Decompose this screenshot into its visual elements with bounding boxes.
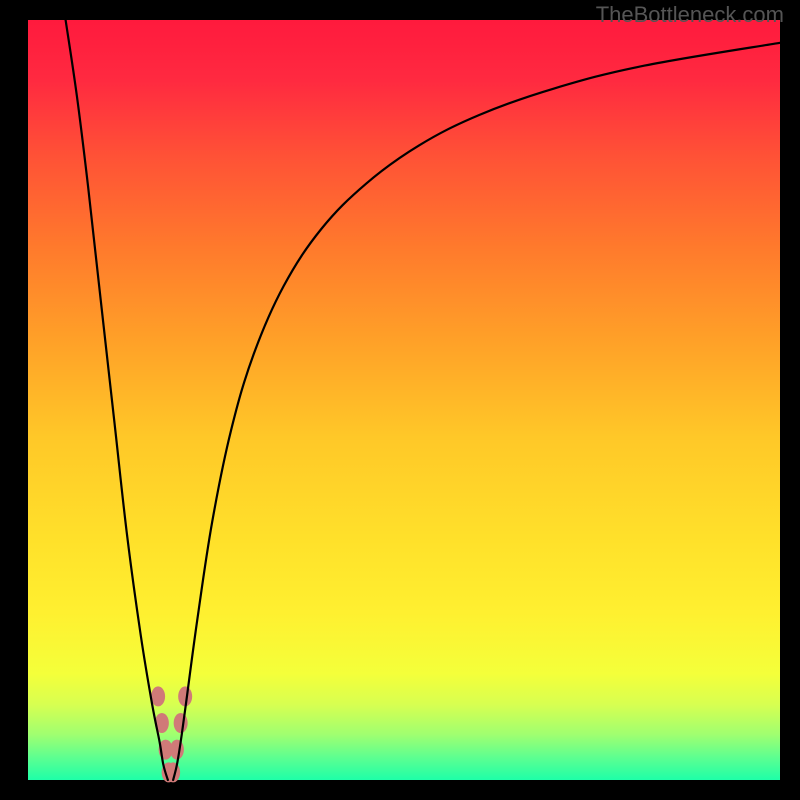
- curve-group: [66, 20, 780, 780]
- curve-layer: [28, 20, 780, 780]
- bottleneck-curve-segment: [66, 20, 168, 780]
- valley-marker: [170, 740, 184, 760]
- valley-marker: [151, 686, 165, 706]
- chart-container: TheBottleneck.com: [0, 0, 800, 800]
- watermark-label: TheBottleneck.com: [596, 2, 784, 28]
- valley-marker: [174, 713, 188, 733]
- bottleneck-curve-segment: [173, 43, 780, 780]
- plot-area: [28, 20, 780, 780]
